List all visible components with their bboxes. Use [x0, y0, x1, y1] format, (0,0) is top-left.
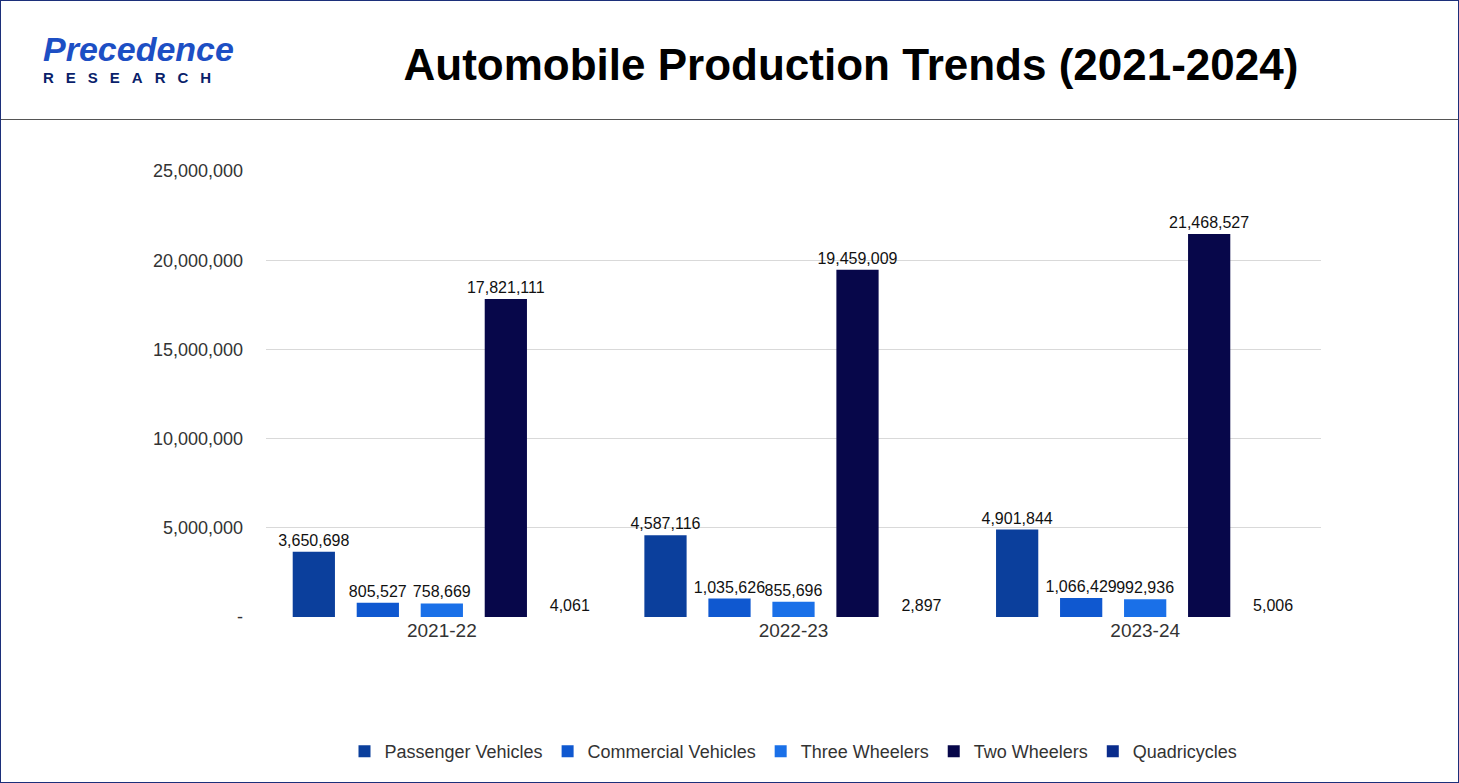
- svg-text:1,035,626: 1,035,626: [694, 579, 765, 596]
- svg-text:Passenger Vehicles: Passenger Vehicles: [385, 742, 543, 762]
- svg-text:855,696: 855,696: [765, 582, 823, 599]
- svg-text:4,587,116: 4,587,116: [630, 515, 700, 532]
- html-text:Automobile Production Trends (: Automobile Production Trends (2021-2024): [403, 40, 1299, 89]
- svg-text:758,669: 758,669: [413, 583, 471, 600]
- svg-text:10,000,000: 10,000,000: [153, 429, 243, 449]
- html-text:Precedence: Precedence: [43, 30, 234, 68]
- svg-text:19,459,009: 19,459,009: [817, 250, 897, 267]
- svg-text:2022-23: 2022-23: [759, 620, 829, 641]
- svg-text:25,000,000: 25,000,000: [153, 161, 243, 181]
- svg-text:5,000,000: 5,000,000: [163, 518, 243, 538]
- svg-text:1,066,429: 1,066,429: [1046, 578, 1117, 595]
- svg-text:Two Wheelers: Two Wheelers: [974, 742, 1088, 762]
- svg-text:4,901,844: 4,901,844: [982, 510, 1053, 527]
- svg-text:15,000,000: 15,000,000: [153, 340, 243, 360]
- svg-text:4,061: 4,061: [550, 597, 590, 614]
- svg-text:17,821,111: 17,821,111: [467, 279, 545, 296]
- svg-text:805,527: 805,527: [349, 583, 407, 600]
- html-text:RESEARCH: RESEARCH: [43, 69, 224, 86]
- svg-text:Quadricycles: Quadricycles: [1133, 742, 1237, 762]
- svg-text:Commercial Vehicles: Commercial Vehicles: [588, 742, 756, 762]
- svg-text:5,006: 5,006: [1253, 597, 1293, 614]
- svg-text:2023-24: 2023-24: [1110, 620, 1180, 641]
- svg-text:-: -: [237, 607, 243, 627]
- svg-text:3,650,698: 3,650,698: [278, 532, 349, 549]
- svg-text:2,897: 2,897: [901, 597, 941, 614]
- svg-text:2021-22: 2021-22: [407, 620, 477, 641]
- svg-text:21,468,527: 21,468,527: [1169, 214, 1249, 231]
- svg-text:20,000,000: 20,000,000: [153, 251, 243, 271]
- svg-text:992,936: 992,936: [1116, 579, 1174, 596]
- svg-text:Three Wheelers: Three Wheelers: [801, 742, 929, 762]
